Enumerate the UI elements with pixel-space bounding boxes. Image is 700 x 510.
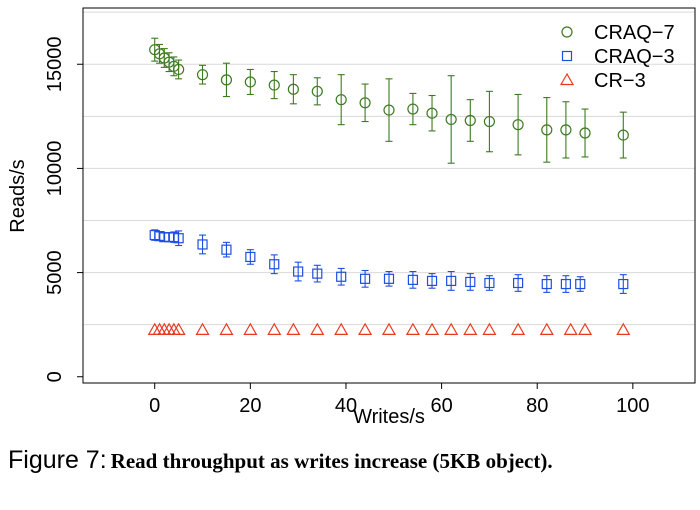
data-point	[483, 115, 496, 128]
x-tick-label: 60	[430, 395, 452, 417]
data-point	[359, 97, 371, 109]
legend-label: CRAQ−3	[594, 46, 675, 68]
data-point	[196, 69, 209, 81]
data-point	[446, 275, 457, 287]
y-tick-label: 15000	[44, 36, 66, 92]
figure-caption: Figure 7: Read throughput as writes incr…	[8, 446, 698, 475]
data-point	[383, 104, 395, 116]
data-point	[220, 74, 233, 86]
y-tick-label: 5000	[44, 250, 66, 295]
data-point	[464, 114, 476, 127]
data-point	[563, 322, 578, 335]
data-point	[171, 322, 186, 335]
x-tick-label: 20	[239, 395, 261, 417]
x-tick-label: 40	[335, 395, 357, 417]
x-axis-label: Writes/s	[353, 406, 425, 428]
chart: 0 20 40 60 80 100 0 5000 10000 15000 CRAQ−7CRAQ−3…	[7, 7, 696, 428]
data-point	[358, 322, 373, 335]
data-point	[312, 268, 323, 279]
data-point	[539, 322, 554, 335]
data-point	[269, 259, 280, 270]
series-circle	[149, 37, 629, 164]
data-point	[173, 63, 185, 76]
data-point	[383, 273, 395, 284]
data-point	[335, 94, 347, 106]
y-tick-label: 10000	[44, 141, 66, 197]
data-point	[219, 322, 234, 335]
y-axis-label: Reads/s	[7, 159, 29, 232]
series-marks	[147, 37, 631, 335]
data-point	[405, 322, 420, 335]
data-point	[286, 322, 301, 335]
data-point	[465, 276, 476, 288]
data-point	[195, 322, 210, 335]
series-square	[149, 229, 629, 294]
data-point	[245, 251, 256, 263]
data-point	[541, 278, 552, 290]
data-point	[512, 119, 524, 131]
data-point	[618, 278, 629, 290]
series-triangle	[147, 322, 631, 335]
data-point	[310, 322, 325, 335]
data-point	[617, 129, 629, 141]
data-point	[445, 113, 457, 126]
legend-label: CR−3	[594, 70, 646, 92]
caption-prefix: Figure 7:	[8, 446, 107, 474]
data-point	[359, 273, 371, 284]
data-point	[381, 322, 397, 335]
data-point	[407, 103, 419, 115]
data-point	[173, 233, 184, 244]
y-tick-label: 0	[44, 371, 66, 382]
data-point	[424, 322, 440, 335]
data-point	[616, 322, 631, 335]
data-point	[197, 239, 208, 250]
data-point	[407, 274, 419, 285]
data-point	[575, 278, 586, 290]
plot-frame	[82, 7, 696, 384]
data-point	[482, 322, 497, 335]
data-point	[267, 322, 282, 335]
data-point	[463, 322, 478, 335]
data-point	[426, 107, 438, 119]
axes: 0 20 40 60 80 100 0 5000 10000 15000	[44, 36, 650, 417]
data-point	[579, 127, 591, 139]
data-point	[541, 124, 553, 136]
x-tick-label: 80	[526, 395, 548, 417]
data-point	[512, 277, 524, 289]
legend-marker-square	[561, 50, 573, 62]
data-point	[293, 266, 304, 277]
data-point	[484, 277, 495, 289]
data-point	[221, 244, 232, 255]
data-point	[511, 322, 526, 335]
data-point	[287, 83, 299, 95]
data-point	[444, 322, 459, 335]
data-point	[268, 79, 280, 91]
data-point	[334, 322, 349, 335]
data-point	[426, 275, 438, 287]
data-point	[311, 85, 323, 97]
data-point	[244, 76, 256, 88]
caption-text: Read throughput as writes increase (5KB …	[110, 449, 553, 473]
data-point	[560, 278, 572, 290]
legend-label: CRAQ−7	[594, 22, 675, 44]
x-tick-label: 0	[149, 395, 160, 417]
data-point	[577, 322, 593, 335]
data-point	[560, 124, 572, 136]
legend-marker-triangle	[559, 72, 575, 86]
data-point	[336, 271, 347, 282]
data-point	[243, 322, 258, 335]
x-tick-label: 100	[616, 395, 649, 417]
legend-marker-circle	[561, 26, 573, 38]
